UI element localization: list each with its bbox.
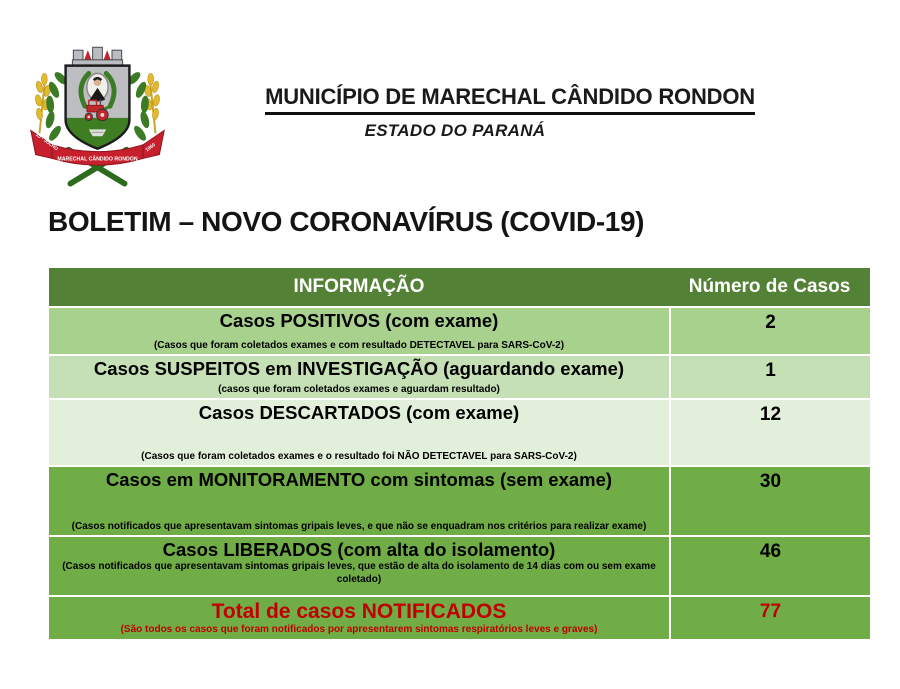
row-label: Casos LIBERADOS (com alta do isolamento): [162, 539, 556, 560]
table-row-liberados: Casos LIBERADOS (com alta do isolamento)…: [49, 537, 870, 595]
ribbon-text-center: MARECHAL CÂNDIDO RONDON: [57, 155, 137, 162]
row-value: 77: [671, 597, 870, 639]
table-row-positivos: Casos POSITIVOS (com exame) (Casos que f…: [49, 308, 870, 354]
row-note: (São todos os casos que foram notificado…: [120, 624, 598, 636]
coat-of-arms-graphic: 25 - JULHO MARECHAL CÂNDIDO RONDON 1960: [30, 46, 165, 187]
row-label: Casos SUSPEITOS em INVESTIGAÇÃO (aguarda…: [93, 358, 625, 379]
table-row-descartados: Casos DESCARTADOS (com exame) (Casos que…: [49, 400, 870, 465]
municipality-title: MUNICÍPIO DE MARECHAL CÂNDIDO RONDON: [210, 84, 810, 115]
wheat-right: [144, 73, 160, 134]
row-note: (Casos notificados que apresentavam sint…: [71, 520, 647, 532]
row-note: (casos que foram coletados exames e agua…: [218, 383, 500, 395]
ribbon-text-right: 1960: [144, 142, 156, 153]
row-value: 30: [671, 467, 870, 535]
row-label: Casos POSITIVOS (com exame): [219, 310, 499, 331]
row-value: 2: [671, 308, 870, 354]
plow: [88, 129, 107, 137]
ribbon-banner: 25 - JULHO MARECHAL CÂNDIDO RONDON 1960: [30, 129, 165, 166]
column-header-number-of-cases: Número de Casos: [688, 276, 851, 297]
tractor: [84, 99, 109, 122]
row-value: 12: [671, 400, 870, 465]
row-note: (Casos notificados que apresentavam sint…: [62, 561, 656, 585]
row-note: (Casos que foram coletados exames e com …: [153, 339, 565, 351]
column-header-information: INFORMAÇÃO: [293, 276, 425, 297]
table-row-total-notificados: Total de casos NOTIFICADOS (São todos os…: [49, 597, 870, 639]
laurel-branches: [45, 72, 150, 141]
table-header-row: INFORMAÇÃO Número de Casos: [49, 268, 870, 306]
row-label: Casos em MONITORAMENTO com sintomas (sem…: [105, 469, 613, 490]
municipality-title-text: MUNICÍPIO DE MARECHAL CÂNDIDO RONDON: [265, 84, 755, 115]
cases-table: INFORMAÇÃO Número de Casos Casos POSITIV…: [49, 268, 870, 639]
state-subtitle: ESTADO DO PARANÁ: [364, 121, 546, 140]
portrait-wreath: [78, 70, 117, 112]
row-value: 1: [671, 356, 870, 398]
row-label: Total de casos NOTIFICADOS: [211, 600, 507, 623]
mural-crown: [71, 46, 124, 68]
row-value: 46: [671, 537, 870, 595]
bulletin-title: BOLETIM – NOVO CORONAVÍRUS (COVID-19): [48, 206, 645, 237]
table-row-suspeitos: Casos SUSPEITOS em INVESTIGAÇÃO (aguarda…: [49, 356, 870, 398]
municipal-coat-of-arms: 25 - JULHO MARECHAL CÂNDIDO RONDON 1960: [25, 34, 170, 192]
row-label: Casos DESCARTADOS (com exame): [198, 402, 520, 423]
row-note: (Casos que foram coletados exames e o re…: [141, 450, 577, 462]
table-row-monitoramento: Casos em MONITORAMENTO com sintomas (sem…: [49, 467, 870, 535]
